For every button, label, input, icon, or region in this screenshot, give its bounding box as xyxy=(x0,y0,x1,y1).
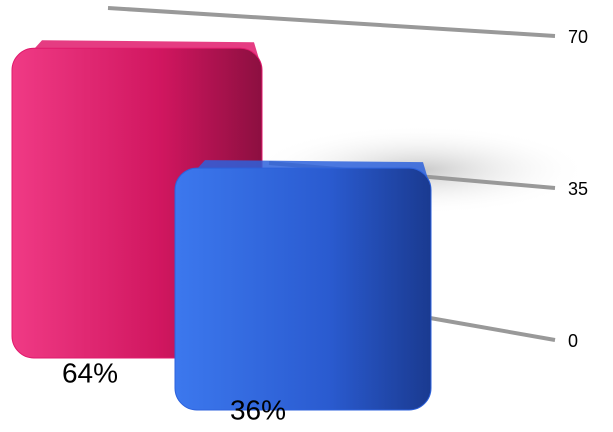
bar xyxy=(174,167,432,411)
value-label: 36% xyxy=(230,394,286,425)
y-tick-label: 0 xyxy=(568,331,578,351)
bars: 64% 36% xyxy=(11,40,432,425)
grid-line xyxy=(107,6,556,38)
value-label: 64% xyxy=(62,357,118,388)
y-tick-label: 35 xyxy=(568,179,588,199)
grid-line xyxy=(429,316,556,342)
y-tick-label: 70 xyxy=(568,27,588,47)
